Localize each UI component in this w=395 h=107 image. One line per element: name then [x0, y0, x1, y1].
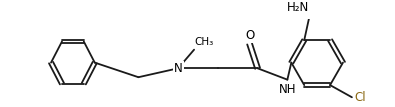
Text: N: N: [174, 62, 182, 75]
Text: O: O: [245, 28, 254, 42]
Text: NH: NH: [278, 83, 296, 96]
Text: CH₃: CH₃: [194, 37, 213, 47]
Text: Cl: Cl: [354, 91, 365, 104]
Text: H₂N: H₂N: [287, 1, 309, 14]
